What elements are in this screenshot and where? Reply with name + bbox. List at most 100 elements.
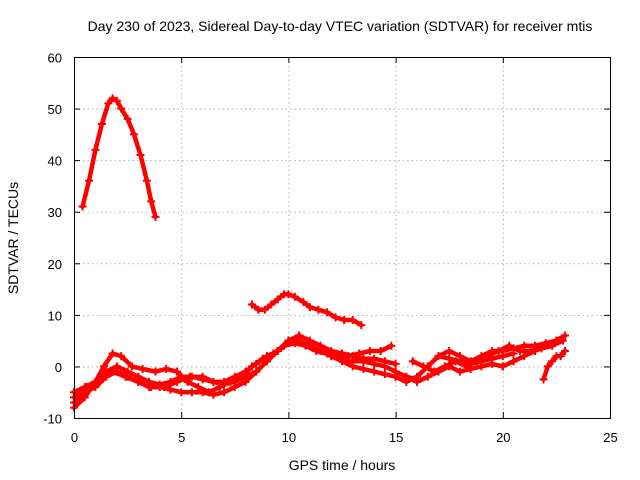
x-tick-label: 15 [389, 430, 403, 445]
data-point [220, 380, 229, 389]
data-point [322, 308, 331, 317]
chart-title: Day 230 of 2023, Sidereal Day-to-day VTE… [88, 18, 593, 34]
data-point [445, 354, 454, 363]
data-point [85, 176, 94, 185]
data-point [402, 372, 411, 381]
data-point [434, 352, 443, 361]
data-point [455, 367, 464, 376]
data-point [295, 331, 304, 340]
data-point [241, 377, 250, 386]
data-point [387, 341, 396, 350]
data-point [541, 341, 550, 350]
data-point [273, 295, 282, 304]
y-tick-label: 60 [48, 51, 62, 66]
data-point [104, 99, 113, 108]
y-tick-label: 40 [48, 154, 62, 169]
data-point [359, 354, 368, 363]
data-point [348, 362, 357, 371]
data-point [543, 362, 552, 371]
data-point [80, 388, 89, 397]
data-series-arc-2 [247, 290, 366, 330]
data-point [273, 346, 282, 355]
y-tick-label: 30 [48, 205, 62, 220]
data-point [198, 375, 207, 384]
data-point [177, 372, 186, 381]
data-point [151, 212, 160, 221]
data-point [560, 346, 569, 355]
data-point [520, 352, 529, 361]
data-point [100, 362, 109, 371]
x-axis-ticks: 0 5 10 15 20 25 [71, 57, 618, 445]
data-series-arc-6 [70, 331, 400, 407]
data-point [560, 331, 569, 340]
data-point [359, 365, 368, 374]
data-point [370, 354, 379, 363]
data-point [194, 383, 203, 392]
data-point [134, 377, 143, 386]
series-line [80, 96, 158, 220]
data-point [166, 377, 175, 386]
data-point [327, 346, 336, 355]
y-axis-ticks: -10 0 10 20 30 40 50 60 [43, 51, 610, 427]
data-point [172, 367, 181, 376]
data-point [552, 336, 561, 345]
data-point [423, 372, 432, 381]
data-point [230, 383, 239, 392]
data-point [348, 352, 357, 361]
data-point [147, 197, 156, 206]
data-point [305, 303, 314, 312]
data-point [408, 357, 417, 366]
data-point [477, 357, 486, 366]
data-point [108, 94, 117, 103]
data-point [376, 346, 385, 355]
data-point [198, 388, 207, 397]
data-point [338, 357, 346, 366]
x-tick-label: 10 [282, 430, 296, 445]
data-point [365, 346, 374, 355]
plot-frame [74, 57, 611, 419]
data-point [413, 377, 422, 386]
data-point [340, 316, 349, 325]
data-point [102, 372, 111, 381]
data-point [112, 367, 121, 376]
data-point [290, 292, 299, 301]
data-point [515, 346, 524, 355]
data-point [260, 305, 269, 314]
data-point [494, 346, 503, 355]
data-point [498, 362, 507, 371]
series-line [249, 291, 364, 328]
data-point [305, 336, 314, 345]
data-point [117, 104, 126, 113]
data-point [209, 377, 218, 386]
data-point [556, 352, 565, 361]
data-point [391, 359, 400, 368]
data-point [187, 388, 196, 397]
data-point [262, 357, 271, 366]
data-point [314, 305, 323, 314]
data-point [267, 300, 276, 309]
series-layer [70, 94, 569, 412]
data-point [509, 357, 518, 366]
data-point [91, 383, 100, 392]
data-point [130, 130, 139, 139]
y-tick-label: 10 [48, 308, 62, 323]
data-point [284, 336, 293, 345]
data-point [252, 367, 261, 376]
data-series-arc-1 [78, 94, 160, 221]
data-point [151, 367, 160, 376]
data-point [247, 300, 256, 309]
data-point [357, 321, 366, 330]
data-point [548, 357, 557, 366]
data-point [440, 362, 449, 371]
data-point [299, 297, 308, 306]
data-point [488, 354, 497, 363]
data-point [539, 375, 548, 384]
data-point [530, 346, 539, 355]
data-point [123, 114, 132, 123]
data-point [498, 352, 507, 361]
data-point [505, 341, 514, 350]
data-point [145, 383, 154, 392]
grid-lines [74, 57, 610, 418]
data-point [380, 370, 389, 379]
